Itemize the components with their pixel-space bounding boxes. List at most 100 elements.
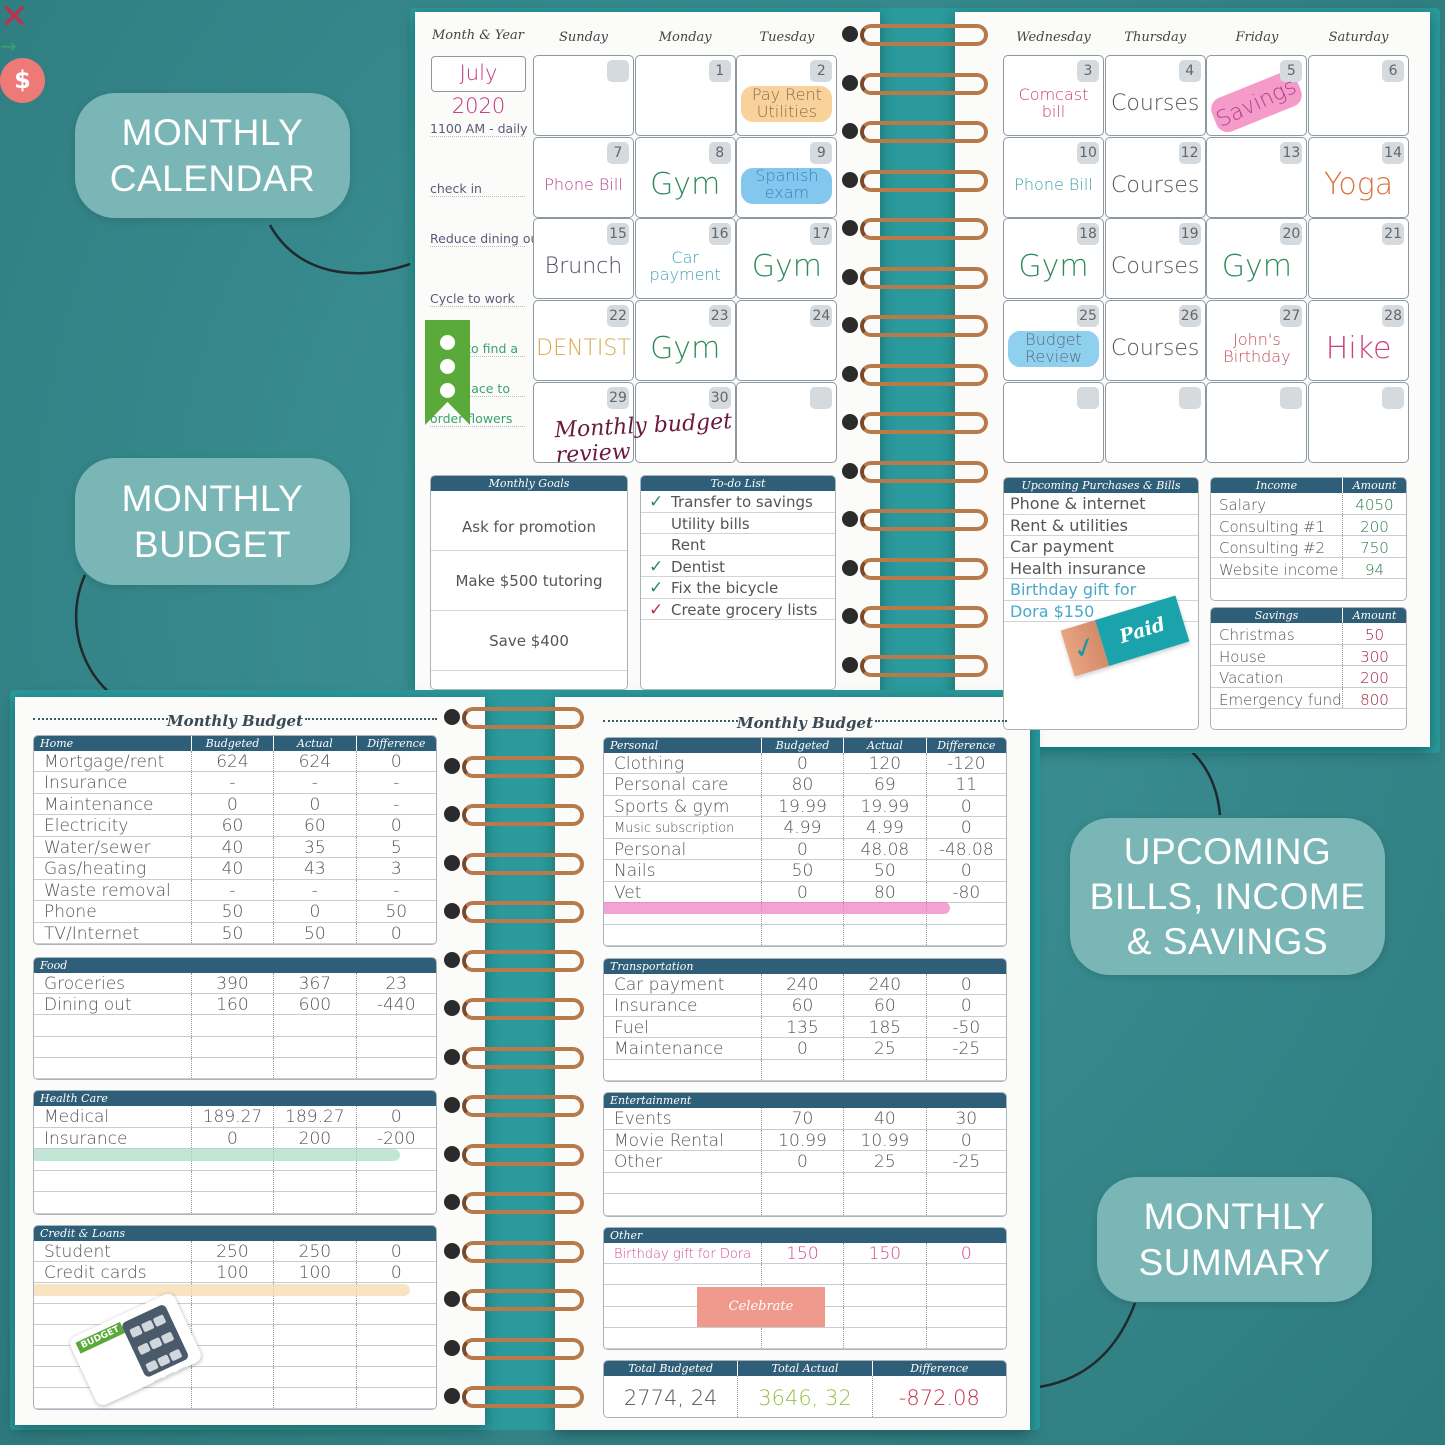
row-value xyxy=(760,1264,843,1285)
row-value: 80 xyxy=(843,881,925,903)
calendar-day-cell[interactable]: 27 John's Birthday xyxy=(1206,300,1308,382)
row-value: 200 xyxy=(273,1127,355,1149)
todo-item[interactable]: Utility bills xyxy=(641,513,835,534)
todo-item[interactable]: ✓ Fix the bicycle xyxy=(641,577,835,599)
calendar-day-cell[interactable]: 17 Gym xyxy=(736,218,838,300)
calendar-day-cell[interactable]: 2 Pay Rent Utilities xyxy=(736,55,838,136)
highlighter-mark xyxy=(604,902,950,914)
calendar-day-cell[interactable] xyxy=(533,55,634,136)
calendar-day-cell[interactable]: 18 Gym xyxy=(1003,218,1104,300)
calendar-day-cell[interactable] xyxy=(736,381,838,463)
calendar-day-cell[interactable]: 29 xyxy=(533,381,634,463)
table-row xyxy=(34,1367,436,1388)
calendar-day-cell[interactable]: 4 Courses xyxy=(1104,55,1206,136)
row-label xyxy=(604,1328,761,1348)
totals-value: 3646, 32 xyxy=(737,1376,871,1417)
table-row: TV/Internet 50 50 0 xyxy=(34,922,436,944)
calendar-day-cell[interactable]: 6 xyxy=(1308,55,1410,136)
budget-title: Monthly Budget xyxy=(736,714,874,732)
spiral-ring xyxy=(462,804,584,826)
calendar-day-cell[interactable]: 7 Phone Bill xyxy=(533,136,634,218)
day-number: 15 xyxy=(607,223,629,246)
row-label xyxy=(604,1060,761,1080)
calendar-day-cell[interactable]: 12 Courses xyxy=(1104,136,1206,218)
calendar-day-cell[interactable]: 13 xyxy=(1206,136,1308,218)
row-value: 250 xyxy=(190,1241,273,1261)
highlighter-mark xyxy=(1008,331,1099,368)
calendar-day-cell[interactable]: 22 DENTIST xyxy=(533,300,634,382)
todo-item[interactable]: ✓ Create grocery lists xyxy=(641,599,835,620)
row-label: Medical xyxy=(44,1107,110,1127)
row-label xyxy=(34,1171,191,1192)
calendar-day-cell[interactable] xyxy=(1003,381,1104,463)
income-amount: 94 xyxy=(1342,557,1406,578)
totals-value: 2774, 24 xyxy=(623,1386,718,1410)
row-value xyxy=(355,1015,436,1036)
binding-hole xyxy=(444,757,460,774)
calendar-day-cell[interactable]: 1 xyxy=(634,55,736,136)
spiral-ring xyxy=(860,266,988,289)
table-row: Personal 0 48.08 -48.08 xyxy=(604,838,1006,861)
todo-item[interactable]: ✓ Dentist xyxy=(641,556,835,577)
todo-item[interactable]: Rent xyxy=(641,534,835,556)
spiral-ring xyxy=(860,72,988,95)
row-value xyxy=(273,1325,355,1345)
savings-amount: 50 xyxy=(1342,623,1406,644)
calendar-day-cell[interactable] xyxy=(1104,381,1206,463)
calendar-day-cell[interactable]: 9 Spanish exam xyxy=(736,136,838,218)
calendar-day-cell[interactable]: 26 Courses xyxy=(1104,300,1206,382)
upcoming-item: Car payment xyxy=(1004,536,1198,558)
calendar-day-cell[interactable]: 20 Gym xyxy=(1206,218,1308,300)
spiral-ring xyxy=(462,998,584,1020)
day-number: 6 xyxy=(1382,60,1405,82)
savings-amount: 300 xyxy=(1342,644,1406,665)
column-header: Actual xyxy=(843,738,925,753)
calendar-day-cell[interactable] xyxy=(1206,381,1308,463)
calendar-day-cell[interactable]: 5 Savings xyxy=(1206,55,1308,136)
wave-divider xyxy=(875,720,1007,722)
row-label xyxy=(34,1058,191,1078)
todo-item[interactable]: ✓ Transfer to savings xyxy=(641,491,835,513)
table-row xyxy=(34,1304,436,1325)
row-value xyxy=(273,1367,355,1387)
month-year-value[interactable]: July 2020 xyxy=(431,56,526,118)
row-value: 0 xyxy=(273,793,355,815)
calendar-day-cell[interactable]: 21 xyxy=(1308,218,1410,300)
savings-amount: 200 xyxy=(1342,666,1406,687)
binding-hole xyxy=(444,1291,460,1307)
day-note: Gym xyxy=(650,330,721,366)
spiral-ring xyxy=(462,1095,584,1117)
row-value: 390 xyxy=(190,973,273,994)
binding-hole xyxy=(842,608,858,624)
calendar-day-cell[interactable]: 19 Courses xyxy=(1104,218,1206,300)
sticker-dot xyxy=(440,359,455,374)
budget-table-home: Home Budgeted Actual Difference Mortgage/ren… xyxy=(33,735,437,945)
calendar-day-cell[interactable]: 8 Gym xyxy=(634,136,736,218)
calendar-day-cell[interactable]: 14 Yoga xyxy=(1308,136,1410,218)
row-value: 600 xyxy=(273,994,355,1015)
binding-hole xyxy=(444,1048,460,1065)
calendar-day-cell[interactable]: 15 Brunch xyxy=(533,218,634,300)
monthly-goals-panel: Monthly Goals Ask for promotion Make $500 … xyxy=(430,475,628,690)
row-label: Events xyxy=(614,1109,672,1129)
row-value xyxy=(843,1264,925,1285)
calendar-day-cell[interactable]: 25 Budget Review xyxy=(1003,300,1104,382)
row-value: 0 xyxy=(273,901,355,922)
calendar-day-cell[interactable]: 23 Gym xyxy=(634,300,736,382)
calendar-day-cell[interactable]: 28 Hike xyxy=(1308,300,1410,382)
calendar-day-cell[interactable]: 16 Car payment xyxy=(634,218,736,300)
day-number: 13 xyxy=(1280,141,1303,164)
calendar-day-cell[interactable]: 30 xyxy=(634,381,736,463)
calendar-day-cell[interactable]: 10 Phone Bill xyxy=(1003,136,1104,218)
binding-hole xyxy=(444,806,460,822)
row-value: 0 xyxy=(760,881,843,903)
spiral-ring xyxy=(462,1386,584,1408)
row-value: 35 xyxy=(273,836,355,858)
row-label: Water/sewer xyxy=(44,837,151,858)
row-value: 50 xyxy=(190,901,273,922)
calendar-day-cell[interactable] xyxy=(1308,381,1410,463)
calendar-day-cell[interactable]: 3 Comcast bill xyxy=(1003,55,1104,136)
calendar-day-cell[interactable]: 24 xyxy=(736,300,838,382)
row-label: Maintenance xyxy=(614,1039,724,1059)
day-note: Hike xyxy=(1325,330,1392,366)
